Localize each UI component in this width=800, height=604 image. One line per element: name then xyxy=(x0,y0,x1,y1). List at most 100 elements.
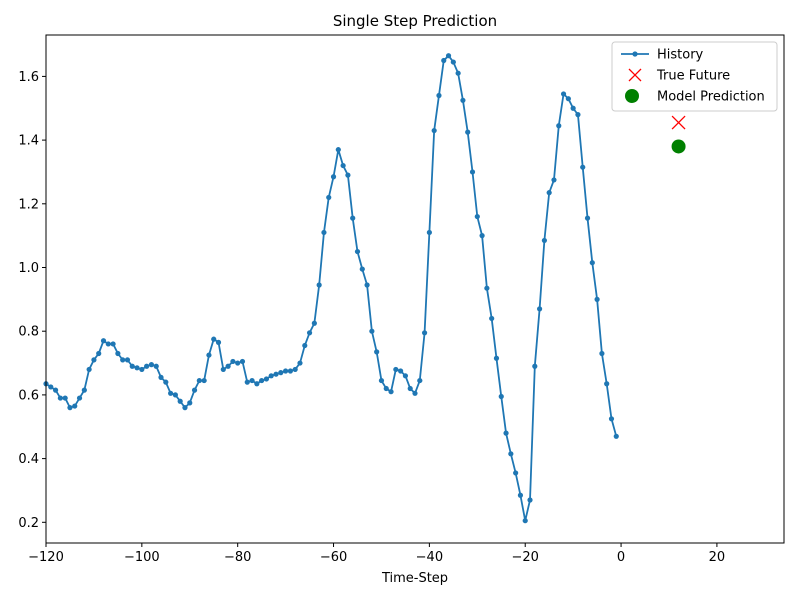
x-tick-label: −20 xyxy=(512,550,539,565)
plot-frame xyxy=(45,34,785,544)
history-point xyxy=(594,296,600,302)
history-point xyxy=(268,373,274,379)
history-point xyxy=(532,363,538,369)
history-point xyxy=(546,190,552,196)
x-tick-label: 20 xyxy=(709,550,726,565)
history-point xyxy=(359,266,365,272)
history-point xyxy=(493,355,500,361)
history-point xyxy=(326,194,332,201)
history-point xyxy=(191,387,198,393)
history-point xyxy=(489,315,495,322)
legend-box xyxy=(611,41,778,112)
history-point xyxy=(345,172,351,178)
history-point xyxy=(278,370,284,376)
history-point xyxy=(417,377,423,384)
history-point xyxy=(302,342,308,349)
history-point xyxy=(244,379,250,385)
history-point xyxy=(388,389,394,395)
history-point xyxy=(398,368,404,374)
x-tick-label: −120 xyxy=(28,550,64,565)
legend-label: History xyxy=(657,48,704,63)
history-point xyxy=(62,395,68,401)
x-tick-label: 0 xyxy=(617,550,625,565)
history-point xyxy=(254,381,260,387)
history-point xyxy=(57,395,63,401)
history-point xyxy=(330,174,337,180)
history-point xyxy=(455,70,461,76)
history-point xyxy=(182,405,188,411)
history-point xyxy=(465,129,471,135)
history-point xyxy=(306,330,313,336)
history-point xyxy=(239,358,246,365)
history-point xyxy=(450,59,456,65)
history-point xyxy=(407,385,413,392)
history-point xyxy=(316,282,322,288)
history-point xyxy=(124,357,131,363)
x-tick-label: −80 xyxy=(224,550,251,565)
history-point xyxy=(206,352,212,358)
history-point xyxy=(81,387,87,393)
history-point xyxy=(508,451,514,457)
history-point xyxy=(560,91,567,97)
x-axis-label: Time-Step xyxy=(381,571,448,586)
history-point xyxy=(211,336,217,342)
history-point xyxy=(402,373,409,379)
y-tick-label: 0.6 xyxy=(18,388,39,403)
history-point xyxy=(522,518,528,524)
history-point xyxy=(220,366,226,373)
history-point xyxy=(580,164,586,170)
history-point xyxy=(187,400,193,406)
legend: History True Future Model Prediction xyxy=(611,41,778,112)
history-point xyxy=(350,215,356,221)
history-point xyxy=(513,470,519,476)
legend-item-true-future: True Future xyxy=(628,69,730,84)
history-point xyxy=(144,363,150,369)
y-tick-label: 0.4 xyxy=(18,452,39,467)
history-point xyxy=(297,360,303,366)
history-point xyxy=(259,377,265,384)
legend-item-model-prediction: Model Prediction xyxy=(625,89,765,105)
y-tick-label: 1.2 xyxy=(18,197,39,212)
history-point xyxy=(460,97,466,103)
history-point xyxy=(196,377,202,384)
y-tick-label: 1.0 xyxy=(18,261,39,276)
x-tick-label: −100 xyxy=(124,550,160,565)
history-point xyxy=(503,430,509,436)
history-point xyxy=(76,395,83,401)
history-point xyxy=(148,362,155,368)
legend-label: True Future xyxy=(656,69,730,84)
history-line xyxy=(45,54,618,522)
history-point xyxy=(91,357,97,363)
history-point xyxy=(474,213,480,220)
history-point xyxy=(599,350,605,357)
history-point xyxy=(134,365,140,371)
history-point xyxy=(556,123,562,129)
history-point xyxy=(441,57,447,64)
history-point xyxy=(431,127,437,134)
history-point xyxy=(498,393,504,400)
history-point xyxy=(249,377,255,384)
history-point xyxy=(354,248,361,255)
history-point xyxy=(72,403,78,409)
legend-model-prediction-dot xyxy=(625,89,639,103)
history-point xyxy=(565,96,571,102)
history-point xyxy=(484,285,490,291)
history-point xyxy=(604,381,610,387)
history-point xyxy=(177,398,183,404)
history-point xyxy=(436,92,442,99)
history-point xyxy=(321,229,327,236)
history-point xyxy=(283,368,289,374)
history-point xyxy=(215,339,222,345)
y-tick-label: 1.4 xyxy=(18,134,39,149)
history-point xyxy=(311,320,317,326)
x-tick-label: −40 xyxy=(416,550,443,565)
history-point xyxy=(96,350,102,357)
history-point xyxy=(120,357,126,363)
history-point xyxy=(340,162,346,169)
true-future-marker xyxy=(671,115,686,130)
model-prediction-marker xyxy=(671,139,686,154)
history-point xyxy=(273,371,279,377)
legend-label: Model Prediction xyxy=(657,90,765,105)
history-point xyxy=(263,376,270,382)
